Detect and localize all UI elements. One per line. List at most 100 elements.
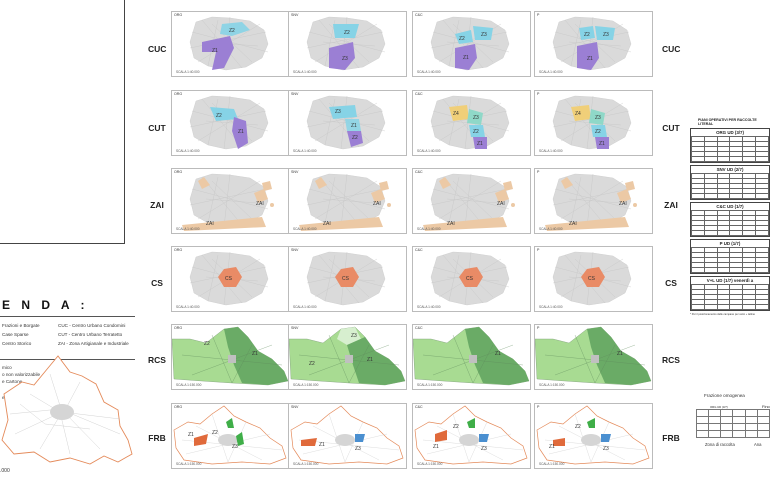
zone-label: ZAI — [323, 221, 331, 227]
legend-left-list: Frazioni e Borgate Case Sparse Centro St… — [2, 321, 40, 348]
legend-right-list: CUC - Centro Urbano Condomini CUT - Cent… — [58, 321, 129, 348]
zone-label: CS — [225, 276, 233, 282]
schedule-table-grid — [691, 284, 769, 310]
schedule-table-grid — [691, 136, 769, 162]
zone-map: CS — [552, 251, 632, 306]
schedule-table-3: C&C UD (1/7) — [690, 202, 770, 237]
zone-label: ZAI — [497, 201, 505, 207]
zone-map: CS — [430, 251, 510, 306]
frazione-grid — [695, 409, 770, 438]
zone-label: Z2 — [212, 430, 218, 436]
row-label-frb-right: FRB — [662, 433, 680, 443]
zone-map: Z2 Z3 Z1 — [552, 16, 632, 71]
zone-label: Z3 — [355, 446, 361, 452]
zone-label: Z1 — [238, 129, 244, 135]
map-panel-cut-snv: Z3 Z1 Z2 SNV SCALA 1:40.000 — [288, 90, 407, 156]
zone-map: Z2 Z3 — [306, 16, 386, 71]
legend-item: CUC - Centro Urbano Condomini — [58, 323, 126, 328]
zone-map: Z2 Z1 — [189, 95, 269, 150]
zone-label: Z1 — [367, 357, 373, 363]
panel-scale-label: SCALA 1:150.000 — [176, 383, 202, 387]
map-panel-zai-cnc: ZAI ZAI C&C SCALA 1:40.000 — [412, 168, 531, 234]
zone-label: ZAI — [256, 201, 264, 207]
row-label-zai-right: ZAI — [664, 200, 678, 210]
map-panel-rcs-snv: Z3 Z1 Z2 SNV SCALA 1:150.000 — [288, 324, 407, 390]
zone-label: Z1 — [351, 123, 357, 129]
zone-map: ZAI ZAI — [545, 173, 637, 231]
panel-column-label: C&C — [415, 248, 423, 252]
frazione-caption-right: Ana — [754, 442, 762, 447]
schedule-table-header: P UD (1/7) — [719, 241, 741, 246]
legend-item: mico — [2, 365, 12, 370]
panel-scale-label: SCALA 1:40.000 — [293, 227, 317, 231]
legend-columns: Frazioni e Borgate Case Sparse Centro St… — [0, 321, 160, 355]
zone-label: CS — [466, 276, 474, 282]
panel-scale-label: SCALA 1:150.000 — [539, 383, 565, 387]
tables-title: PIANI OPERATIVI PER RACCOLTE LITERAL — [698, 118, 757, 126]
map-panel-zai-org: ZAI ZAI ORG SCALA 1:40.000 — [171, 168, 290, 234]
zone-label: Z1 — [252, 351, 258, 357]
frazione-side: Fino — [762, 404, 770, 409]
zone-map: CS — [189, 251, 269, 306]
tables-note: * Per il posizionamento delle campane pe… — [690, 313, 755, 316]
panel-column-label: ORG — [174, 92, 183, 96]
panel-scale-label: SCALA 1:40.000 — [539, 305, 563, 309]
panel-scale-label: SCALA 1:150.000 — [539, 462, 565, 466]
zone-label: Z3 — [481, 446, 487, 452]
frazione-title: Frazione omogenea — [704, 393, 745, 398]
zone-label: Z3 — [342, 56, 348, 62]
panel-scale-label: SCALA 1:40.000 — [293, 70, 317, 74]
panel-scale-label: SCALA 1:40.000 — [176, 70, 200, 74]
zone-label: Z3 — [232, 444, 238, 450]
title-frame-box — [0, 0, 125, 244]
schedule-table-grid — [691, 210, 769, 236]
map-panel-rcs-cnc: Z1 C&C SCALA 1:150.000 — [412, 324, 531, 390]
zone-label: Z1 — [433, 444, 439, 450]
zone-label: Z2 — [473, 129, 479, 135]
panel-column-label: ORG — [174, 326, 183, 330]
schedule-table-header: V+L UD (1/7) venerdì a — [706, 278, 754, 283]
schedule-table-header: SNV UD (2/7) — [716, 167, 744, 172]
row-label-rcs: RCS — [148, 355, 166, 365]
map-panel-frb-cnc: Z1 Z2 Z3 C&C SCALA 1:150.000 — [412, 403, 531, 469]
map-panel-cs-p: CS P SCALA 1:40.000 — [534, 246, 653, 312]
schedule-table-4: P UD (1/7) — [690, 239, 770, 274]
zone-label: Z3 — [473, 115, 479, 121]
zone-label: Z3 — [595, 115, 601, 121]
panel-column-label: SNV — [291, 13, 299, 17]
panel-scale-label: SCALA 1:150.000 — [176, 462, 202, 466]
zone-map: Z1 Z2 Z3 — [414, 405, 528, 465]
schedule-table-header: ORG UD (3/7) — [716, 130, 744, 135]
map-panel-frb-snv: Z1 Z3 SNV SCALA 1:150.000 — [288, 403, 407, 469]
panel-column-label: SNV — [291, 92, 299, 96]
map-panel-cs-cnc: CS C&C SCALA 1:40.000 — [412, 246, 531, 312]
zone-map: Z3 Z1 Z2 — [306, 95, 386, 150]
zone-label: Z1 — [319, 442, 325, 448]
map-panel-cut-org: Z2 Z1 ORG SCALA 1:40.000 — [171, 90, 290, 156]
legend-item: Case Sparse — [2, 332, 29, 337]
zone-label: Z2 — [352, 135, 358, 141]
legend-title: E N D A : — [2, 298, 89, 312]
panel-column-label: ORG — [174, 248, 183, 252]
zone-map: Z4 Z3 Z2 Z1 — [430, 95, 510, 150]
panel-column-label: P — [537, 92, 540, 96]
zone-map: Z1 — [413, 326, 530, 386]
legend-divider — [0, 316, 135, 317]
map-panel-cuc-org: Z2 Z1 ORG SCALA 1:40.000 — [171, 11, 290, 77]
map-panel-cuc-snv: Z2 Z3 SNV SCALA 1:40.000 — [288, 11, 407, 77]
panel-scale-label: SCALA 1:150.000 — [293, 462, 319, 466]
legend-divider — [0, 359, 135, 360]
zone-label: Z3 — [481, 32, 487, 38]
zone-label: ZAI — [619, 201, 627, 207]
zone-label: Z2 — [216, 113, 222, 119]
panel-column-label: P — [537, 248, 540, 252]
zone-label: Z1 — [599, 141, 605, 147]
row-label-cut: CUT — [148, 123, 166, 133]
zone-map: Z1 Z2 Z3 — [536, 405, 650, 465]
panel-scale-label: SCALA 1:40.000 — [539, 70, 563, 74]
panel-scale-label: SCALA 1:40.000 — [417, 227, 441, 231]
panel-scale-label: SCALA 1:40.000 — [293, 305, 317, 309]
legend-item: Frazioni e Borgate — [2, 323, 40, 328]
panel-column-label: C&C — [415, 13, 423, 17]
panel-scale-label: SCALA 1:40.000 — [417, 70, 441, 74]
